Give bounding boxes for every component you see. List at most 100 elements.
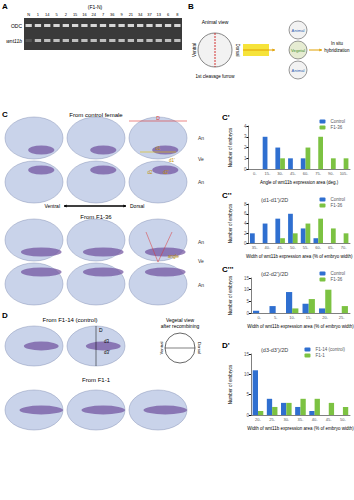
svg-text:Control: Control [330,119,345,124]
svg-text:10-: 10- [289,315,295,320]
svg-text:0: 0 [246,413,249,418]
svg-text:Angle of wnt11b expression are: Angle of wnt11b expression area (deg.) [260,180,339,185]
svg-text:14: 14 [45,12,50,17]
svg-text:Ventral: Ventral [159,341,164,354]
svg-text:D': D' [222,341,230,350]
svg-text:Ve: Ve [198,258,204,264]
svg-text:(F1-N): (F1-N) [88,4,103,10]
svg-text:35-: 35- [252,245,258,250]
svg-text:0-: 0- [257,315,261,320]
svg-text:15: 15 [244,352,250,357]
svg-text:65-: 65- [328,245,334,250]
svg-text:16: 16 [82,12,87,17]
svg-text:15: 15 [73,12,78,17]
svg-text:1: 1 [37,12,40,17]
svg-text:ODC: ODC [11,23,23,29]
svg-text:40-: 40- [312,417,318,422]
svg-text:d1: d1 [155,146,161,151]
svg-text:From F1-14 (control): From F1-14 (control) [42,317,97,323]
svg-text:Dorsal: Dorsal [235,43,240,56]
svg-text:0: 0 [244,167,247,172]
svg-text:5: 5 [55,12,58,17]
svg-text:9: 9 [120,12,123,17]
svg-text:(d3-d3')/2D: (d3-d3')/2D [261,347,288,353]
svg-text:37: 37 [147,12,152,17]
svg-text:wnt11b: wnt11b [6,38,22,44]
svg-text:C'': C'' [222,191,232,200]
svg-text:F1-36: F1-36 [330,277,342,282]
svg-text:24: 24 [91,12,96,17]
svg-text:30-: 30- [283,417,289,422]
svg-text:8: 8 [176,12,179,17]
svg-text:(d2-d2')/2D: (d2-d2')/2D [261,271,288,277]
svg-text:An: An [198,282,204,288]
svg-text:Animal: Animal [292,68,305,73]
svg-text:(d1-d1')/2D: (d1-d1')/2D [261,197,288,203]
svg-text:15: 15 [244,276,250,281]
svg-text:70-: 70- [341,245,347,250]
svg-text:angle: angle [168,254,180,259]
svg-text:A: A [2,2,8,11]
svg-text:C: C [2,110,8,119]
svg-text:60-: 60- [315,245,321,250]
svg-text:Width of wnt11b expression are: Width of wnt11b expression area (% of em… [247,324,354,329]
svg-text:C''': C''' [222,265,234,274]
svg-text:36: 36 [110,12,115,17]
svg-text:13: 13 [157,12,162,17]
svg-text:Width of wnt11b expression are: Width of wnt11b expression area (% of em… [246,254,353,259]
svg-text:d3': d3' [104,350,110,355]
svg-text:Animal view: Animal view [202,19,229,25]
svg-text:0-: 0- [253,171,257,176]
svg-text:6: 6 [244,211,247,216]
svg-text:2: 2 [65,12,68,17]
svg-text:15-: 15- [306,315,312,320]
svg-text:F1-14 (control): F1-14 (control) [315,347,345,352]
svg-text:B: B [188,2,194,11]
svg-text:5: 5 [246,299,249,304]
svg-text:4: 4 [244,124,247,129]
svg-text:5-: 5- [274,315,278,320]
svg-text:30-: 30- [277,171,283,176]
svg-text:7: 7 [102,12,105,17]
svg-text:0: 0 [246,311,249,316]
svg-text:6: 6 [167,12,170,17]
svg-text:d1': d1' [169,158,175,163]
svg-text:d2': d2' [163,170,169,175]
svg-text:25-: 25- [269,417,275,422]
svg-text:N: N [27,12,30,17]
svg-text:4: 4 [244,221,247,226]
svg-text:In situ: In situ [331,41,344,46]
svg-text:8: 8 [244,202,247,207]
svg-text:75-: 75- [315,171,321,176]
svg-text:2: 2 [244,231,247,236]
svg-text:hybridization: hybridization [324,48,350,53]
svg-text:35-: 35- [298,417,304,422]
svg-text:D: D [2,311,8,320]
svg-text:Width of wnt11b expression are: Width of wnt11b expression area (% of em… [247,426,354,431]
svg-text:2: 2 [244,145,247,150]
svg-text:45-: 45- [277,245,283,250]
svg-text:D: D [99,327,103,333]
svg-text:Control: Control [330,271,345,276]
svg-text:An: An [198,179,204,185]
svg-text:90-: 90- [328,171,334,176]
svg-text:3: 3 [244,134,247,139]
svg-text:Number of embryos: Number of embryos [228,127,233,167]
svg-text:F1-1: F1-1 [315,353,325,358]
svg-text:d2: d2 [147,170,153,175]
svg-text:An: An [198,135,204,141]
svg-text:An: An [198,239,204,245]
svg-text:Dorsal: Dorsal [130,203,144,209]
svg-text:D: D [156,115,160,121]
svg-text:45-: 45- [326,417,332,422]
svg-text:10: 10 [244,287,250,292]
svg-text:105-: 105- [340,171,349,176]
svg-text:55-: 55- [303,245,309,250]
svg-text:Number of embryos: Number of embryos [228,203,233,243]
svg-text:15-: 15- [265,171,271,176]
svg-text:C': C' [222,113,230,122]
svg-text:20-: 20- [322,315,328,320]
svg-text:45-: 45- [290,171,296,176]
svg-text:d3: d3 [104,339,110,344]
svg-text:after recombining: after recombining [161,323,200,329]
